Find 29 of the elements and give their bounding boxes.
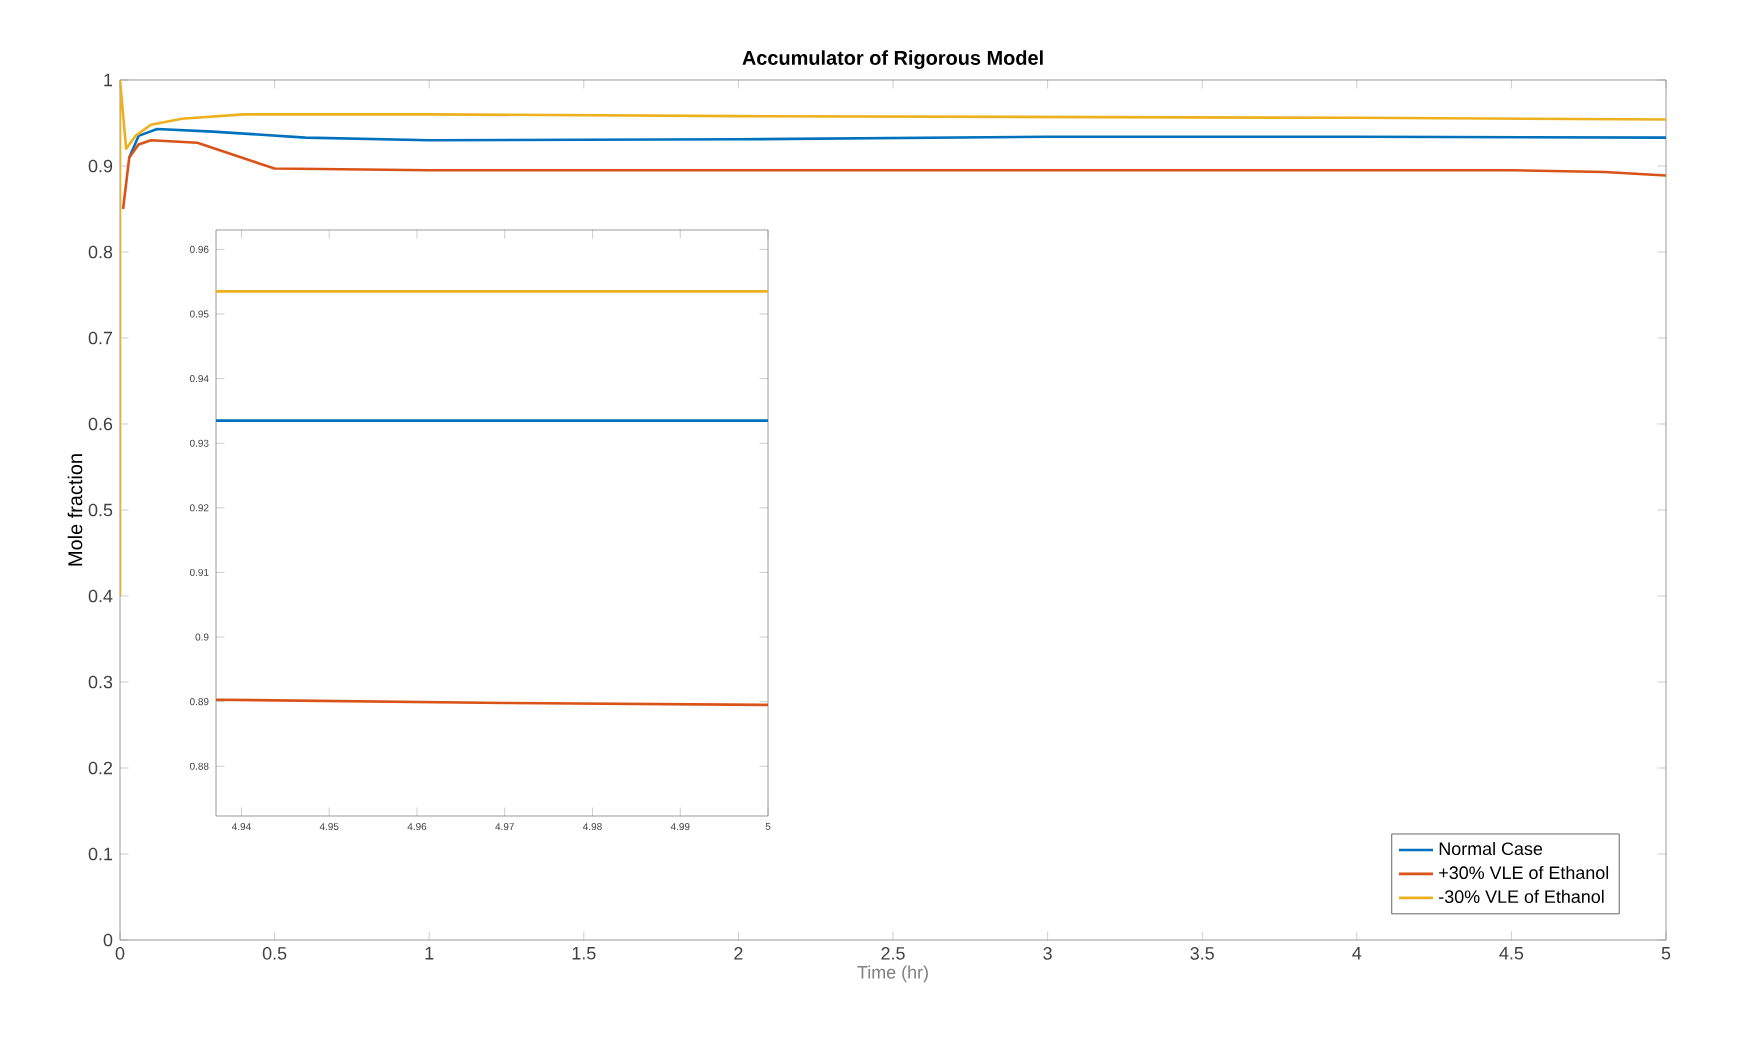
y-tick-label: 0.2 [88,761,113,775]
x-tick-label: 0.5 [262,947,287,960]
x-tick-label: 2.5 [881,947,905,960]
x-tick-label: 3 [1043,947,1052,960]
y-tick-label: 0 [103,933,113,947]
x-tick-label: 2 [734,947,743,960]
y-axis-title: Mole fraction [67,454,83,566]
y-tick-label: 0.7 [88,331,113,345]
x-tick-label: 3.5 [1190,947,1214,960]
y-tick-label: 0.6 [88,417,113,431]
y-tick-label: 0.9 [88,159,113,173]
y-tick-label: 0.4 [88,589,113,603]
x-tick-label: 1 [425,947,434,960]
x-tick-label: 5 [1661,947,1671,960]
legend-label: -30% VLE of Ethanol [1439,889,1604,904]
y-tick-label: 0.3 [88,675,113,689]
legend-label: Normal Case [1439,841,1543,856]
y-tick-label: 1 [104,73,113,87]
legend-label: +30% VLE of Ethanol [1439,865,1609,880]
y-tick-label: 0.8 [88,245,113,259]
x-tick-label: 4.5 [1499,947,1524,960]
line-series [127,127,1667,159]
y-tick-label: 0.1 [88,847,113,861]
x-tick-label: 1.5 [572,947,596,960]
y-tick-label: 0.5 [88,503,113,517]
x-tick-label: 4 [1352,947,1362,960]
x-axis-title: Time (hr) [857,965,928,983]
x-tick-label: 0 [115,947,125,960]
chart-title: Accumulator of Rigorous Model [742,50,1043,69]
